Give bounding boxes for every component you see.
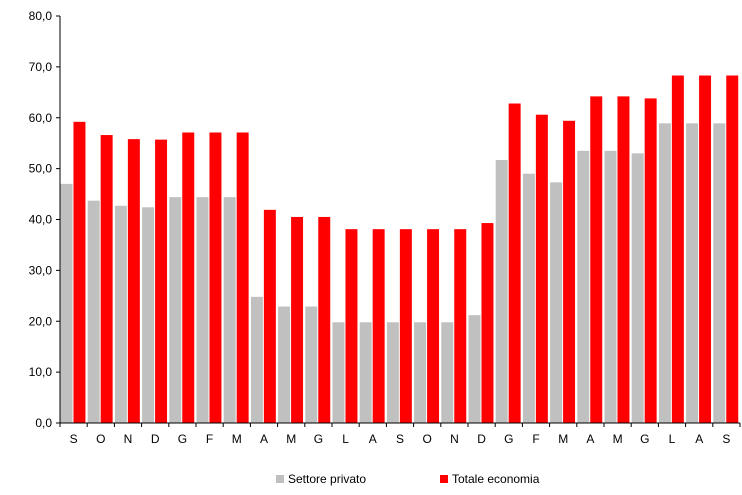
- bar-totale-economia-17: [535, 114, 548, 423]
- bar-totale-economia-9: [318, 216, 331, 423]
- x-tick-label: O: [96, 432, 105, 446]
- x-tick-label: L: [669, 432, 676, 446]
- bar-settore-privato-0: [60, 183, 73, 423]
- bar-settore-privato-2: [114, 205, 127, 423]
- y-tick-label: 50,0: [29, 162, 53, 176]
- x-tick-label: O: [423, 432, 432, 446]
- bar-settore-privato-11: [359, 322, 372, 423]
- x-tick-label: S: [70, 432, 78, 446]
- bar-settore-privato-16: [495, 159, 508, 424]
- legend-item-totale-economia: Totale economia: [440, 472, 539, 486]
- bar-settore-privato-20: [604, 150, 617, 423]
- bar-totale-economia-0: [73, 121, 86, 423]
- x-tick-label: M: [558, 432, 568, 446]
- x-tick-label: G: [178, 432, 187, 446]
- bar-settore-privato-17: [522, 173, 535, 423]
- bar-totale-economia-23: [699, 75, 712, 424]
- bar-settore-privato-5: [196, 197, 209, 423]
- bars-group: [60, 75, 739, 424]
- x-tick-label: D: [151, 432, 160, 446]
- bar-settore-privato-24: [713, 123, 726, 423]
- bar-settore-privato-6: [223, 197, 236, 423]
- bar-totale-economia-7: [263, 209, 276, 423]
- bar-settore-privato-8: [278, 306, 291, 423]
- bar-settore-privato-12: [386, 322, 399, 423]
- bar-totale-economia-12: [399, 229, 412, 423]
- bar-settore-privato-15: [468, 315, 481, 423]
- bar-totale-economia-24: [726, 75, 739, 424]
- bar-totale-economia-1: [100, 135, 113, 424]
- bar-totale-economia-5: [209, 132, 222, 423]
- x-tick-label: A: [369, 432, 377, 446]
- bar-totale-economia-21: [644, 98, 657, 424]
- bar-settore-privato-10: [332, 322, 345, 423]
- bar-settore-privato-9: [305, 306, 318, 423]
- bar-totale-economia-2: [127, 139, 140, 423]
- bar-settore-privato-22: [658, 123, 671, 423]
- x-tick-label: A: [260, 432, 268, 446]
- legend-swatch-settore-privato: [276, 475, 284, 483]
- bar-settore-privato-4: [169, 197, 182, 423]
- x-tick-label: N: [450, 432, 459, 446]
- bar-settore-privato-13: [414, 322, 427, 423]
- bar-totale-economia-3: [155, 139, 168, 423]
- bar-settore-privato-7: [250, 296, 263, 423]
- legend-item-settore-privato: Settore privato: [276, 472, 366, 486]
- x-tick-label: M: [286, 432, 296, 446]
- bar-settore-privato-18: [550, 182, 563, 423]
- legend-label-settore-privato: Settore privato: [288, 472, 367, 486]
- bar-totale-economia-19: [590, 96, 603, 423]
- x-tick-label: G: [640, 432, 649, 446]
- x-tick-label: N: [124, 432, 133, 446]
- x-tick-label: L: [342, 432, 349, 446]
- y-tick-label: 40,0: [29, 213, 53, 227]
- bar-totale-economia-8: [291, 216, 304, 423]
- y-tick-label: 10,0: [29, 365, 53, 379]
- y-tick-label: 20,0: [29, 314, 53, 328]
- y-tick-label: 30,0: [29, 263, 53, 277]
- y-tick-label: 80,0: [29, 9, 53, 23]
- bar-totale-economia-15: [481, 223, 494, 423]
- bar-totale-economia-11: [372, 229, 385, 423]
- y-tick-label: 60,0: [29, 111, 53, 125]
- legend-swatch-totale-economia: [440, 475, 448, 483]
- bar-totale-economia-6: [236, 132, 249, 423]
- x-tick-label: A: [586, 432, 594, 446]
- x-tick-label: S: [722, 432, 730, 446]
- bar-totale-economia-10: [345, 229, 358, 423]
- axes-group: 0,0 10,0 20,0 30,0 40,0 50,0 60,0 70,0 80,0 S O N D G…: [29, 9, 741, 446]
- x-tick-label: S: [396, 432, 404, 446]
- bar-totale-economia-4: [182, 132, 195, 423]
- x-tick-label: F: [532, 432, 539, 446]
- bar-totale-economia-18: [563, 120, 576, 424]
- bar-settore-privato-19: [577, 150, 590, 423]
- bar-totale-economia-13: [427, 229, 440, 423]
- bar-settore-privato-3: [142, 207, 155, 423]
- x-tick-label: G: [504, 432, 513, 446]
- x-tick-label: M: [613, 432, 623, 446]
- bar-settore-privato-21: [631, 153, 644, 424]
- bar-settore-privato-1: [87, 200, 100, 423]
- legend: Settore privato Totale economia: [0, 472, 742, 492]
- legend-label-totale-economia: Totale economia: [452, 472, 540, 486]
- x-tick-label: M: [232, 432, 242, 446]
- x-tick-label: G: [314, 432, 323, 446]
- bar-settore-privato-14: [441, 322, 454, 423]
- bar-totale-economia-20: [617, 96, 630, 423]
- bar-settore-privato-23: [686, 123, 699, 423]
- bar-totale-economia-14: [454, 229, 467, 423]
- x-tick-label: D: [477, 432, 486, 446]
- bar-totale-economia-16: [508, 103, 521, 423]
- y-tick-label: 0,0: [35, 416, 52, 430]
- x-tick-label: A: [695, 432, 703, 446]
- y-tick-label: 70,0: [29, 60, 53, 74]
- bar-totale-economia-22: [671, 75, 684, 424]
- x-tick-label: F: [206, 432, 213, 446]
